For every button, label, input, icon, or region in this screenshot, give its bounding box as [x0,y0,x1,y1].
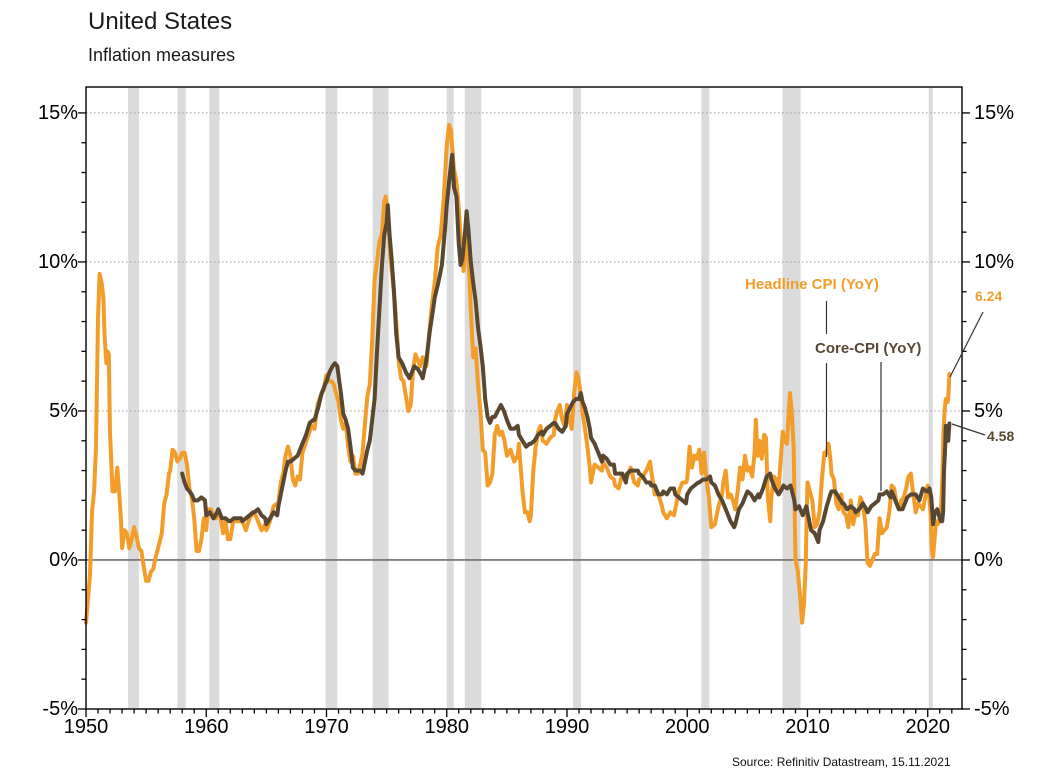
gridlines [86,112,962,561]
recession-band [177,87,186,709]
core-cpi-line [180,152,952,545]
source-note: Source: Refinitiv Datastream, 15.11.2021 [732,755,951,769]
y-axis-tick-label-left: 10% [37,250,78,273]
recession-band [446,87,454,709]
y-axis-tick-label-left: 0% [49,548,78,571]
headline-cpi-end-value: 6.24 [975,288,1003,304]
x-axis-tick-label: 1970 [304,716,349,738]
recession-band [325,87,338,709]
headline-end-value-leader-line [949,311,984,378]
y-axis-tick-label-left: 15% [37,101,78,124]
plot-border [85,86,963,710]
x-axis-tick-label: 1980 [424,716,469,738]
axes-and-ticks [78,86,970,717]
recession-band [128,87,139,709]
annotation-leader-lines [825,301,986,491]
y-axis-tick-label-right: 0% [974,548,1003,571]
y-axis-tick-label-left: -5% [42,698,78,720]
y-axis-tick-label-right: 15% [974,101,1015,124]
x-axis-tick-label: 2020 [905,716,950,738]
x-axis-tick-label: 1990 [544,716,590,738]
recession-band [928,87,933,709]
recession-bands [128,87,933,709]
y-axis-tick-label-right: 10% [974,250,1015,273]
core-end-value-leader-line [951,423,986,436]
x-axis-tick-label: 2010 [785,716,830,738]
x-axis-tick-label: 2000 [664,716,710,738]
page-title: United States [88,8,233,35]
x-axis-tick-label: 1960 [183,716,229,738]
headline-cpi-series-label: Headline CPI (YoY) [745,276,879,293]
series-lines [84,122,952,625]
page-subtitle: Inflation measures [88,45,236,65]
core-cpi-series-label: Core-CPI (YoY) [815,340,922,357]
x-axis-tick-label: 1950 [63,716,109,738]
recession-band [209,87,220,709]
recession-band [701,87,710,709]
core-cpi-end-value: 4.58 [987,428,1015,444]
y-axis-tick-label-right: 5% [974,399,1003,422]
y-axis-tick-label-left: 5% [49,399,78,422]
y-axis-tick-label-right: -5% [974,698,1010,720]
